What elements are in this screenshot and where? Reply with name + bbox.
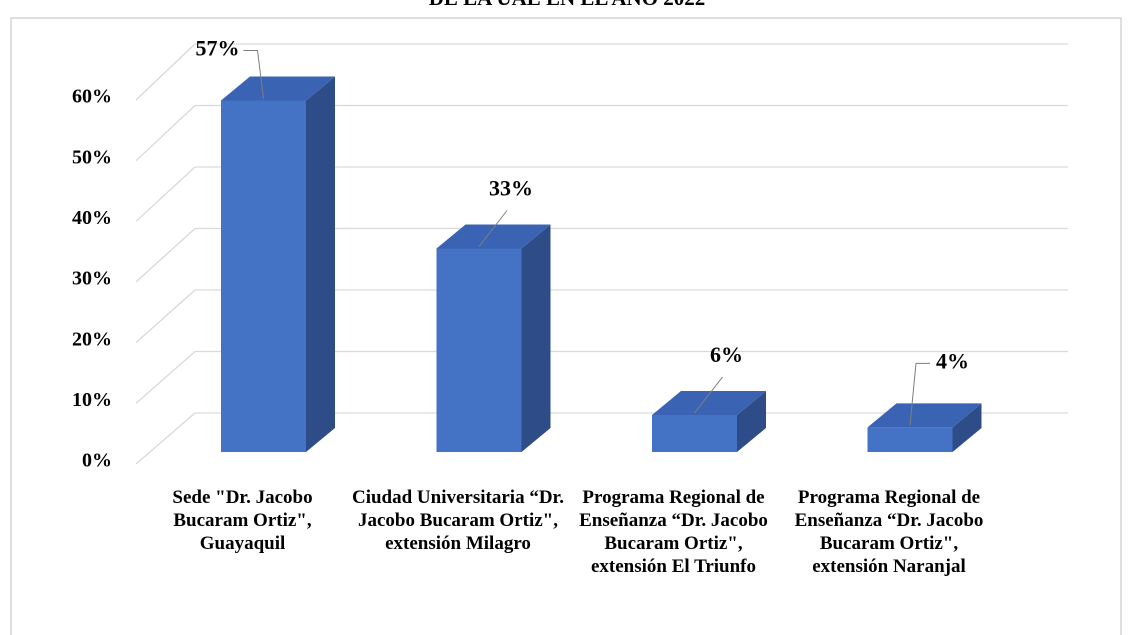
y-tick-label: 0% xyxy=(82,450,112,472)
grid-line-side xyxy=(135,166,196,222)
y-tick-label: 40% xyxy=(72,207,112,229)
leader-line xyxy=(694,376,723,414)
bar-side xyxy=(521,224,551,452)
grid-line-side xyxy=(135,289,196,344)
grid-line-side xyxy=(135,412,196,465)
x-tick-label: Ciudad Universitaria “Dr. Jacobo Bucaram… xyxy=(351,487,564,554)
leader-line xyxy=(478,210,508,247)
y-tick-label: 20% xyxy=(72,328,112,350)
x-tick-label: Sede "Dr. Jacobo Bucaram Ortiz", Guayaqu… xyxy=(172,487,313,554)
grid-line-side xyxy=(135,228,196,283)
bar xyxy=(436,248,522,452)
bar-side xyxy=(737,391,766,452)
y-tick-label: 60% xyxy=(72,86,112,108)
leader-line xyxy=(243,50,264,99)
bar-top xyxy=(867,403,982,428)
bar xyxy=(652,415,737,452)
bar-top xyxy=(436,224,551,249)
bar-side xyxy=(306,76,335,452)
frame xyxy=(10,17,1122,635)
leader-line xyxy=(909,362,930,426)
chart-title: DE LA UAE EN EL AÑO 2022 xyxy=(429,0,706,10)
y-tick-label: 10% xyxy=(72,389,112,411)
bar xyxy=(221,100,306,452)
data-label: 33% xyxy=(489,176,533,201)
bar xyxy=(867,427,953,452)
grid-line-side xyxy=(135,351,196,404)
data-label: 57% xyxy=(196,36,240,61)
data-label: 6% xyxy=(710,342,743,367)
data-label: 4% xyxy=(936,348,969,373)
y-tick-label: 50% xyxy=(72,146,112,168)
bar-top xyxy=(652,391,766,415)
y-tick-label: 30% xyxy=(72,268,112,290)
grid-line-side xyxy=(135,43,196,101)
bar-side xyxy=(952,403,982,452)
grid-line-side xyxy=(135,105,196,162)
bar-top xyxy=(221,76,335,101)
x-tick-label: Programa Regional de Enseñanza “Dr. Jaco… xyxy=(794,487,984,577)
x-tick-label: Programa Regional de Enseñanza “Dr. Jaco… xyxy=(579,487,768,577)
